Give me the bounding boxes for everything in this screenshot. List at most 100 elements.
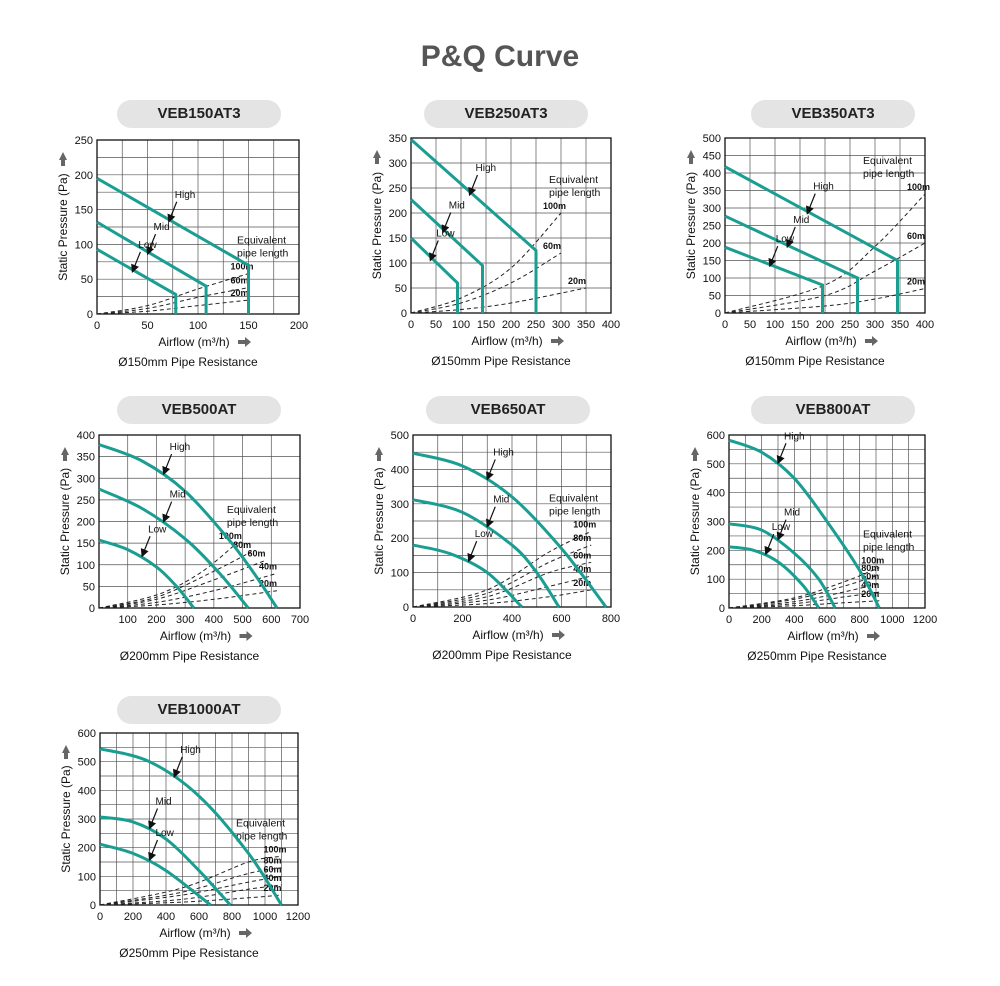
y-tick-label: 0 — [719, 603, 725, 615]
curve-pointer-arrow — [173, 756, 183, 778]
y-tick-label: 300 — [389, 158, 407, 170]
model-title: VEB250AT3 — [424, 100, 588, 128]
y-tick-label: 200 — [391, 533, 409, 545]
curve-label-mid: Mid — [170, 490, 186, 501]
x-axis-title: Airflow (m³/h) — [471, 334, 542, 348]
page-title: P&Q Curve — [420, 40, 580, 73]
x-tick-label: 0 — [94, 320, 100, 332]
curve-label-high: High — [493, 447, 514, 458]
resistance-curve-60m — [98, 559, 266, 609]
curve-pointer-arrow — [468, 174, 479, 197]
y-tick-label: 50 — [81, 274, 93, 286]
resistance-label: 100m — [231, 262, 254, 272]
fan-curve-high — [99, 747, 283, 906]
x-tick-label: 400 — [503, 613, 521, 625]
resistance-label: 60m — [573, 550, 591, 560]
model-title: VEB500AT — [117, 396, 281, 424]
resistance-curve-20m — [96, 299, 249, 315]
curve-pointer-arrow — [162, 453, 173, 476]
y-tick-label: 600 — [707, 430, 725, 442]
y-tick-label: 500 — [703, 133, 721, 145]
resistance-label: 20m — [259, 579, 277, 589]
x-tick-label: 600 — [818, 614, 836, 626]
fan-curve-mid — [409, 198, 484, 313]
fan-curve-high — [96, 176, 250, 314]
up-arrow-icon — [373, 150, 381, 164]
resistance-label: 100m — [219, 531, 242, 541]
resistance-curve-60m — [412, 561, 592, 608]
right-arrow-icon — [239, 928, 252, 938]
curve-pointer-arrow — [146, 233, 157, 256]
y-tick-label: 400 — [77, 430, 95, 442]
y-axis-title: Static Pressure (Pa) — [58, 468, 72, 575]
x-tick-label: 300 — [176, 614, 194, 626]
resistance-curve-60m — [724, 242, 926, 314]
resistance-label: 40m — [264, 873, 282, 883]
x-tick-label: 0 — [408, 319, 414, 331]
up-arrow-icon — [691, 447, 699, 461]
fan-curve-low — [412, 543, 523, 609]
resistance-curve-100m — [98, 542, 238, 609]
resistance-curve-20m — [99, 894, 282, 906]
chart-panel-veb800at: VEB800AT 0 200 400 600 800 1000 1200 0 100 200 300 4… — [686, 396, 996, 686]
x-tick-label: 100 — [119, 614, 137, 626]
y-tick-label: 100 — [389, 258, 407, 270]
y-tick-label: 150 — [75, 205, 93, 217]
x-tick-label: 400 — [916, 319, 934, 331]
plot-frame — [412, 434, 612, 608]
resistance-label: 40m — [573, 564, 591, 574]
resistance-curve-20m — [728, 600, 880, 609]
right-arrow-icon — [238, 337, 251, 347]
resistance-curve-100m — [96, 273, 249, 315]
y-tick-label: 200 — [707, 545, 725, 557]
curve-pointer-arrow — [140, 536, 151, 558]
resistance-curve-60m — [96, 287, 249, 315]
x-tick-label: 800 — [850, 614, 868, 626]
x-tick-label: 200 — [816, 319, 834, 331]
y-tick-label: 300 — [703, 203, 721, 215]
x-tick-label: 800 — [602, 613, 620, 625]
y-tick-label: 200 — [77, 517, 95, 529]
plot-frame — [96, 139, 300, 315]
curve-label-low: Low — [156, 828, 175, 839]
x-axis-title: Airflow (m³/h) — [787, 629, 858, 643]
curve-label-mid: Mid — [156, 796, 172, 807]
fan-curve-mid — [96, 220, 208, 314]
right-arrow-icon — [552, 630, 565, 640]
x-tick-label: 50 — [141, 320, 153, 332]
resistance-title: pipe length — [237, 248, 289, 260]
y-axis-title: Static Pressure (Pa) — [372, 467, 386, 574]
x-tick-label: 600 — [190, 911, 208, 923]
y-tick-label: 400 — [78, 785, 96, 797]
fan-curve-high — [728, 438, 881, 609]
x-tick-label: 0 — [410, 613, 416, 625]
y-tick-label: 250 — [389, 183, 407, 195]
x-axis-title: Airflow (m³/h) — [158, 335, 229, 349]
resistance-curve-40m — [98, 572, 278, 609]
chart-panel-veb350at3: VEB350AT3 0 50 100 150 200 250 300 350 400 0 50 100 1… — [684, 100, 996, 390]
resistance-curve-100m — [412, 530, 592, 608]
curve-label-high: High — [784, 431, 805, 442]
resistance-label: 60m — [861, 571, 879, 581]
pq-chart: 0 200 400 600 800 1000 1200 0 100 200 300 400 500 600… — [59, 728, 310, 960]
pq-chart: 100 200 300 400 500 600 700 0 50 100 150 200 250 300 3… — [58, 430, 309, 663]
y-tick-label: 0 — [401, 308, 407, 320]
y-axis-title: Static Pressure (Pa) — [370, 172, 384, 279]
x-tick-label: 350 — [891, 319, 909, 331]
curve-label-high: High — [175, 190, 196, 201]
y-tick-label: 50 — [395, 283, 407, 295]
fan-curve-mid — [412, 498, 561, 608]
y-tick-label: 200 — [78, 843, 96, 855]
pipe-resistance-caption: Ø250mm Pipe Resistance — [119, 946, 259, 960]
y-tick-label: 0 — [90, 900, 96, 912]
y-axis-title: Static Pressure (Pa) — [688, 468, 702, 575]
plot-frame — [410, 137, 612, 314]
y-axis-title: Static Pressure (Pa) — [59, 765, 73, 872]
curve-label-high: High — [170, 442, 191, 453]
right-arrow-icon — [867, 631, 880, 641]
y-tick-label: 200 — [703, 238, 721, 250]
curve-pointer-arrow — [776, 443, 787, 465]
x-tick-label: 200 — [453, 613, 471, 625]
resistance-curve-80m — [98, 551, 252, 609]
resistance-title: pipe length — [549, 505, 601, 517]
